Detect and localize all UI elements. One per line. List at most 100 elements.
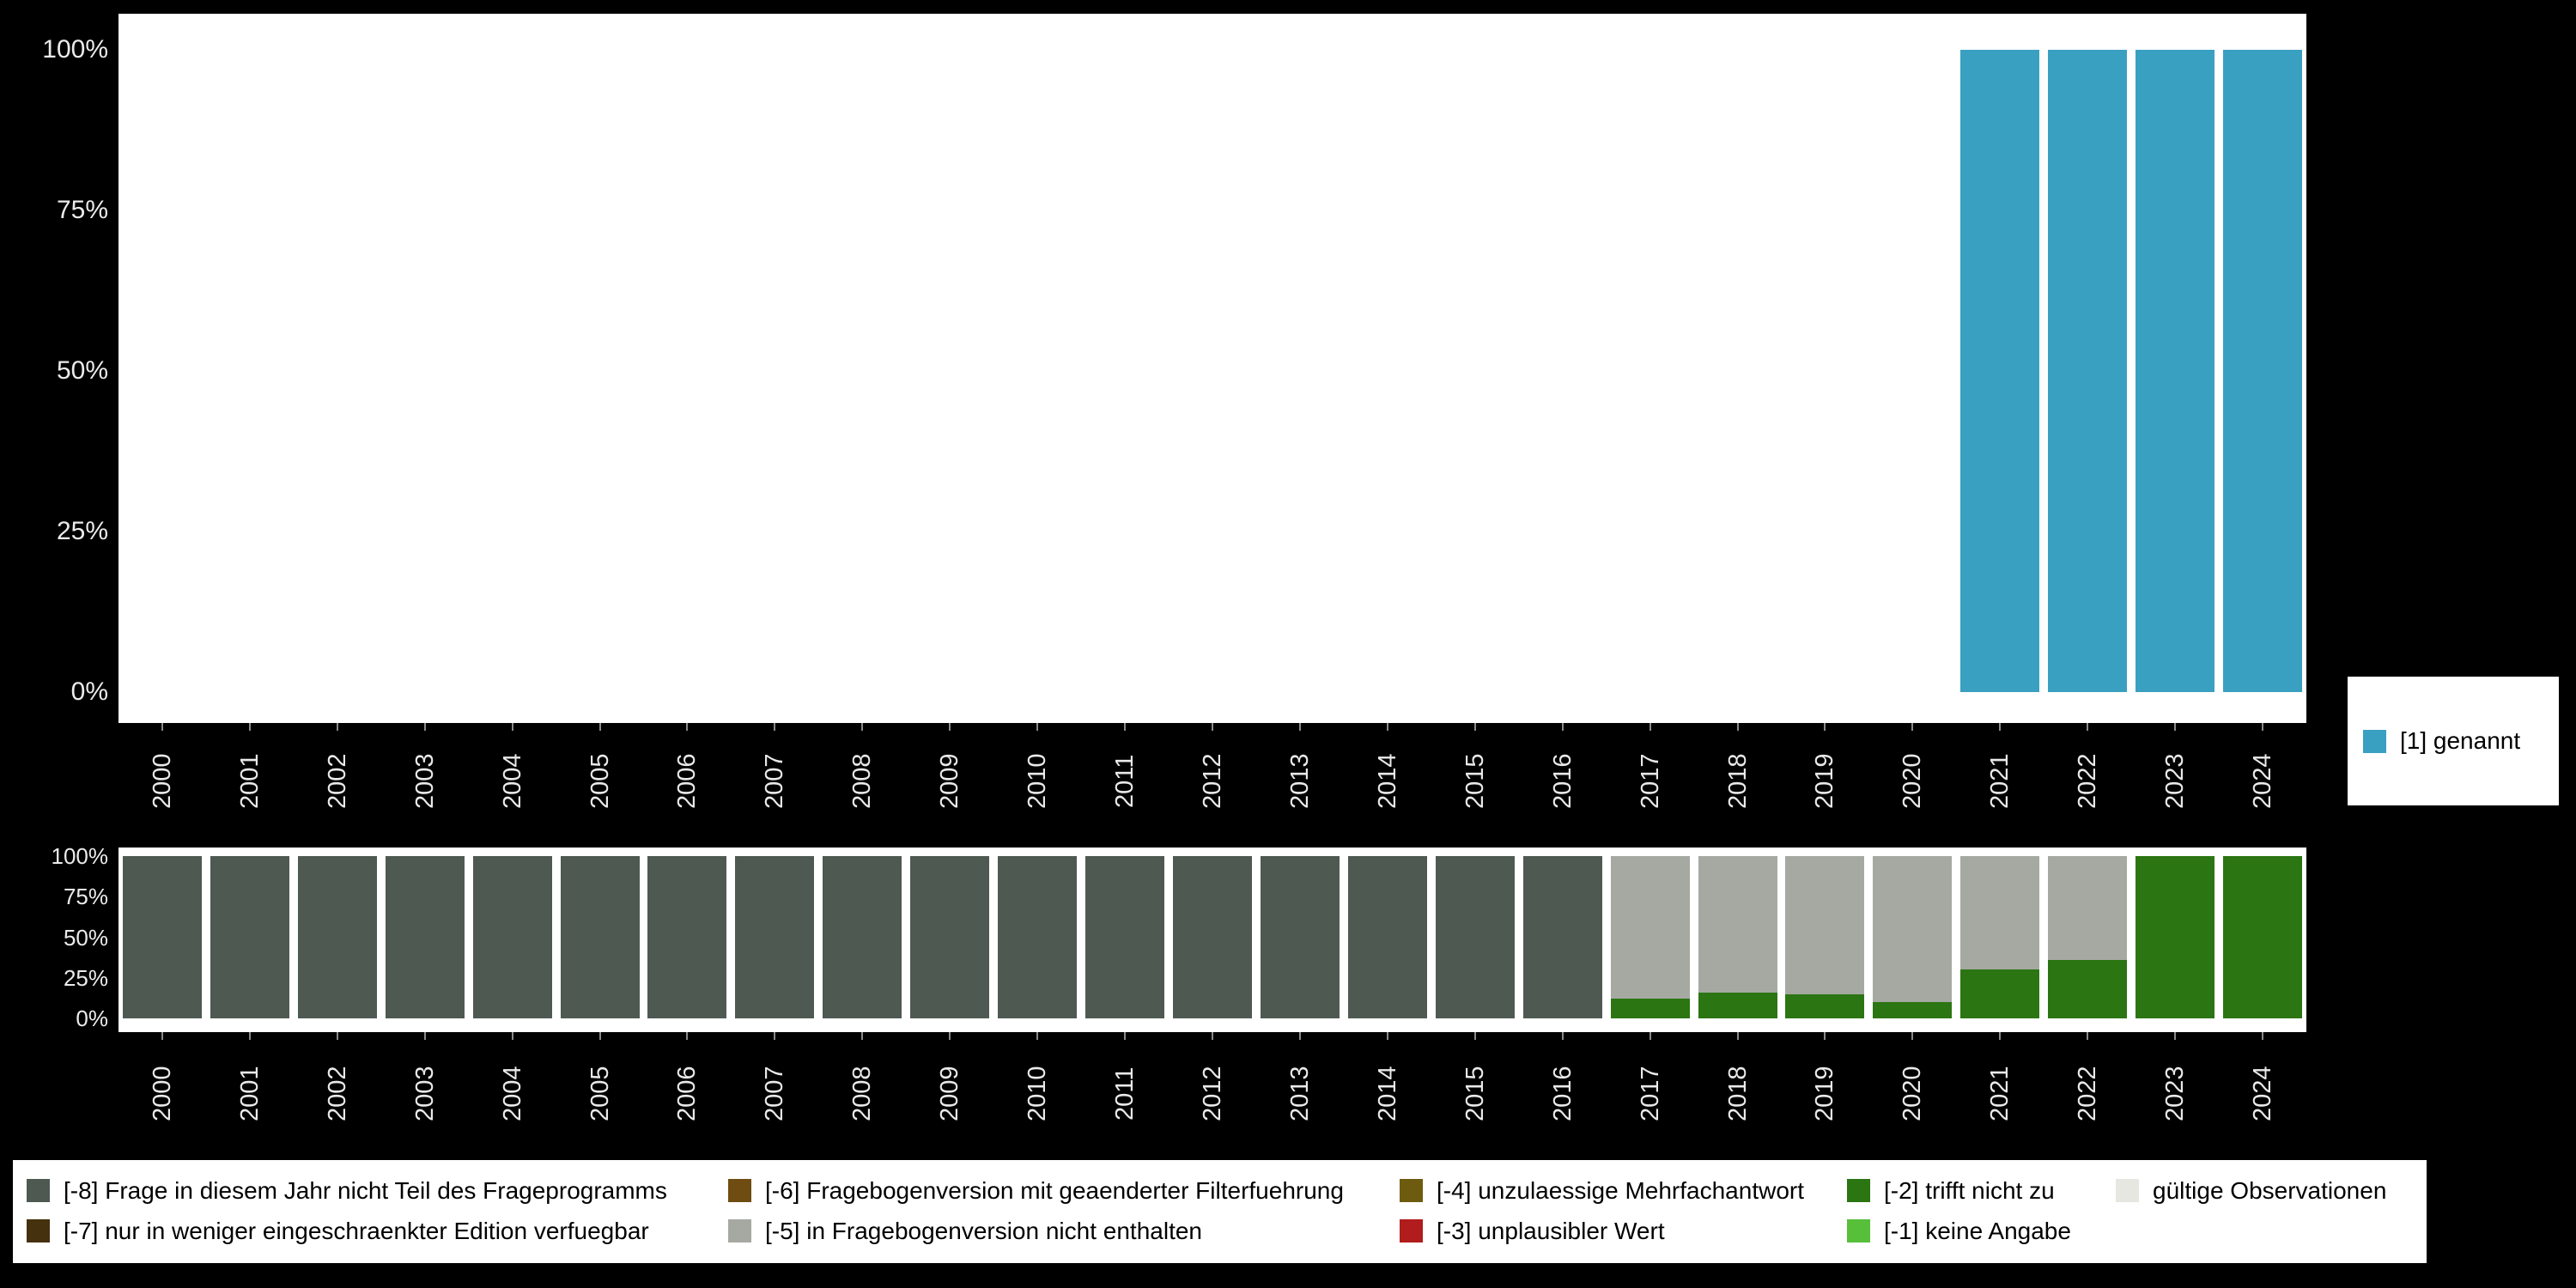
- legend-item: [-5] in Fragebogenversion nicht enthalte…: [728, 1217, 1344, 1244]
- legend-label: gültige Observationen: [2153, 1176, 2387, 1204]
- legend-column: gültige Observationen: [2116, 1160, 2386, 1263]
- legend-label: [-5] in Fragebogenversion nicht enthalte…: [765, 1217, 1202, 1244]
- x-tick-label: 2001: [235, 1066, 264, 1122]
- x-tick-label: 2010: [1024, 753, 1052, 810]
- x-tick-label: 2017: [1636, 753, 1664, 810]
- x-tick-label: 2023: [2161, 753, 2190, 810]
- legend-swatch: [1400, 1219, 1423, 1242]
- y-tick-label: 0%: [76, 1005, 108, 1031]
- x-axis-tick: [861, 723, 864, 731]
- x-tick-label: 2000: [148, 753, 176, 810]
- bar-2015-m8: [1435, 856, 1515, 1018]
- top-chart-panel: [118, 14, 2306, 723]
- x-tick-label: 2005: [586, 753, 614, 810]
- x-axis-tick: [423, 1032, 426, 1040]
- legend-item: [-6] Fragebogenversion mit geaenderter F…: [728, 1176, 1344, 1204]
- x-axis-tick: [861, 1032, 864, 1040]
- bar-2018-m2: [1698, 992, 1777, 1018]
- bar-2017-m2: [1610, 999, 1690, 1018]
- x-tick-label: 2008: [848, 1066, 877, 1122]
- legend-label: [-6] Fragebogenversion mit geaenderter F…: [765, 1176, 1344, 1204]
- legend-swatch: [728, 1219, 751, 1242]
- x-tick-label: 2007: [761, 1066, 789, 1122]
- legend-label: [-8] Frage in diesem Jahr nicht Teil des…: [64, 1176, 667, 1204]
- x-tick-label: 2011: [1111, 1066, 1139, 1121]
- x-tick-label: 2002: [323, 753, 351, 810]
- x-axis-tick: [336, 1032, 338, 1040]
- x-tick-label: 2007: [761, 753, 789, 810]
- x-axis-tick: [2174, 1032, 2177, 1040]
- x-tick-label: 2015: [1461, 753, 1489, 810]
- bar-2017-m5: [1610, 856, 1690, 999]
- x-tick-label: 2024: [2249, 1066, 2277, 1122]
- x-axis-tick: [1649, 723, 1651, 731]
- bar-2021-m2: [1960, 969, 2040, 1018]
- x-tick-label: 2022: [2074, 753, 2102, 810]
- x-axis-tick: [1124, 723, 1127, 731]
- x-axis-tick: [1911, 723, 1914, 731]
- x-tick-label: 2023: [2161, 1066, 2190, 1122]
- x-tick-label: 2019: [1811, 1066, 1839, 1122]
- legend-item: [-7] nur in weniger eingeschraenkter Edi…: [27, 1218, 667, 1244]
- x-tick-label: 2014: [1373, 753, 1401, 810]
- legend-swatch: [728, 1179, 751, 1202]
- bar-2020-m5: [1873, 856, 1953, 1003]
- x-tick-label: 2017: [1636, 1066, 1664, 1122]
- bar-2008-m8: [823, 856, 902, 1018]
- x-axis-tick: [1386, 723, 1388, 731]
- bar-2022-m5: [2048, 856, 2128, 960]
- x-axis-tick: [686, 723, 689, 731]
- bar-2023-genannt: [2136, 50, 2215, 692]
- x-axis-tick: [511, 723, 513, 731]
- legend-item: [-4] unzulaessige Mehrfachantwort: [1400, 1176, 1804, 1204]
- x-tick-label: 2014: [1373, 1066, 1401, 1122]
- x-tick-label: 2018: [1723, 1066, 1752, 1122]
- legend-label: [-2] trifft nicht zu: [1884, 1176, 2055, 1204]
- y-tick-label: 75%: [63, 884, 108, 910]
- x-tick-label: 2020: [1899, 1066, 1927, 1122]
- x-tick-label: 2022: [2074, 1066, 2102, 1122]
- x-axis-tick: [1561, 723, 1564, 731]
- legend-swatch: [1847, 1179, 1870, 1202]
- bar-2019-m5: [1785, 856, 1865, 994]
- bar-2022-genannt: [2048, 50, 2128, 692]
- x-tick-label: 2011: [1111, 754, 1139, 809]
- legend-swatch: [2116, 1179, 2139, 1202]
- x-tick-label: 2018: [1723, 753, 1752, 810]
- x-axis-tick: [1736, 1032, 1739, 1040]
- x-tick-label: 2005: [586, 1066, 614, 1122]
- x-tick-label: 2024: [2249, 753, 2277, 810]
- bar-2022-m2: [2048, 959, 2128, 1018]
- x-axis-tick: [161, 723, 163, 731]
- x-axis-tick: [949, 1032, 951, 1040]
- y-tick-label: 0%: [70, 677, 108, 706]
- y-tick-label: 25%: [56, 517, 108, 545]
- x-axis-tick: [2262, 1032, 2264, 1040]
- bar-2002-m8: [297, 856, 377, 1018]
- bottom-chart-panel: [118, 848, 2306, 1032]
- legend-item: [-2] trifft nicht zu: [1847, 1176, 2071, 1204]
- bar-2001-m8: [210, 856, 289, 1018]
- x-tick-label: 2013: [1285, 1066, 1314, 1122]
- x-axis-tick: [774, 723, 776, 731]
- x-tick-label: 2003: [410, 753, 439, 810]
- legend-bottom: [-8] Frage in diesem Jahr nicht Teil des…: [13, 1160, 2427, 1263]
- bar-2020-m2: [1873, 1002, 1953, 1018]
- x-axis-tick: [1473, 723, 1476, 731]
- legend-label: [-4] unzulaessige Mehrfachantwort: [1437, 1176, 1804, 1204]
- bar-2010-m8: [998, 856, 1078, 1018]
- x-axis-tick: [336, 723, 338, 731]
- bar-2006-m8: [647, 856, 727, 1018]
- legend-item: [1] genannt: [2363, 727, 2559, 755]
- x-axis-tick: [1124, 1032, 1127, 1040]
- x-axis-tick: [774, 1032, 776, 1040]
- y-tick-label: 100%: [51, 843, 109, 869]
- x-axis-tick: [2174, 723, 2177, 731]
- x-tick-label: 2003: [410, 1066, 439, 1122]
- x-axis-tick: [1036, 723, 1039, 731]
- x-tick-label: 2009: [936, 753, 964, 810]
- bar-2004-m8: [472, 856, 552, 1018]
- legend-label: [-1] keine Angabe: [1884, 1217, 2071, 1244]
- x-tick-label: 2016: [1548, 753, 1577, 810]
- bar-2012-m8: [1173, 856, 1252, 1018]
